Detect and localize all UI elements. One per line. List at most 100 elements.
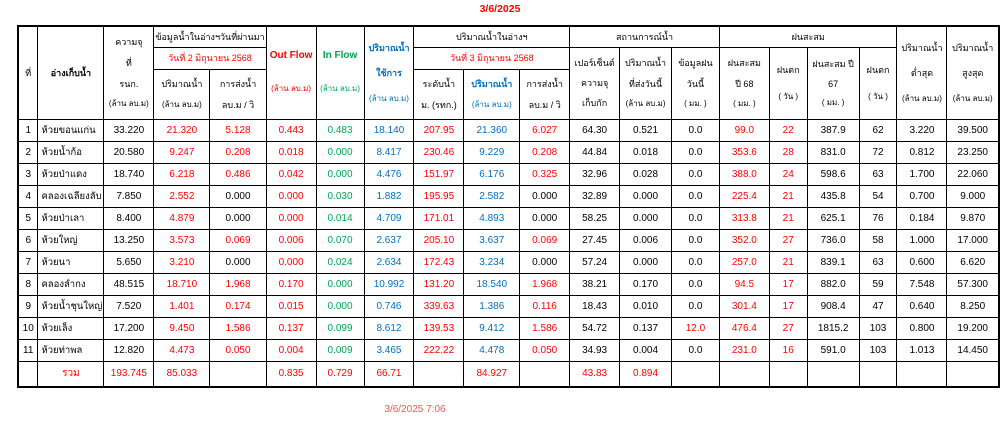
cell-volume-d2: 2.552 xyxy=(153,184,211,208)
cell-reservoir: คลองลำกง xyxy=(37,272,105,296)
cell-rain-67: 839.1 xyxy=(806,250,860,274)
cell-no: 4 xyxy=(17,184,39,208)
cell-discharge-d2: 0.069 xyxy=(209,228,267,252)
cell-capacity: 13.250 xyxy=(103,228,155,252)
cell-rain-67: 598.6 xyxy=(806,162,860,186)
cell-percent: 57.24 xyxy=(569,250,621,274)
total-percent: 43.83 xyxy=(569,360,621,388)
header-line: ปริมาณน้ำ xyxy=(471,79,513,89)
total-volume-d2: 85.033 xyxy=(153,360,211,388)
header-discharge-d3: การส่งน้ำ ลบ.ม / วิ xyxy=(519,68,571,120)
cell-no: 3 xyxy=(17,162,39,186)
table-row: 3 ห้วยป่าแดง 18.740 6.218 0.486 0.042 0.000 4.4… xyxy=(17,162,1000,186)
cell-volume-d2: 4.473 xyxy=(153,338,211,362)
cell-discharge-d2: 1.968 xyxy=(209,272,267,296)
cell-rain-68: 313.8 xyxy=(718,206,770,230)
cell-capacity: 20.580 xyxy=(103,140,155,164)
header-unit: ( มม. ) xyxy=(684,98,707,108)
cell-rain-68: 99.0 xyxy=(718,118,770,142)
cell-volume-d3: 3.637 xyxy=(463,228,521,252)
cell-capacity: 18.740 xyxy=(103,162,155,186)
cell-rain-today: 0.0 xyxy=(671,140,720,164)
cell-rain-67: 435.8 xyxy=(806,184,860,208)
cell-level: 207.95 xyxy=(413,118,465,142)
header-max-volume: ปริมาณน้ำ สูงสุด (ล้าน ลบ.ม) xyxy=(946,25,1000,120)
table-row: 10 ห้วยเล็ง 17.200 9.450 1.586 0.137 0.099 8.61… xyxy=(17,316,1000,340)
cell-volume-d3: 2.582 xyxy=(463,184,521,208)
cell-out-flow: 0.000 xyxy=(265,250,317,274)
header-unit: (ล้าน ลบ.ม) xyxy=(471,100,512,109)
cell-level: 131.20 xyxy=(413,272,465,296)
cell-rain-68: 353.6 xyxy=(718,140,770,164)
cell-discharge-d3: 1.586 xyxy=(519,316,571,340)
cell-percent: 32.96 xyxy=(569,162,621,186)
header-line: In Flow xyxy=(322,50,358,62)
cell-rain-days-68: 24 xyxy=(768,162,808,186)
cell-sent-today: 0.028 xyxy=(619,162,672,186)
cell-reservoir: ห้วยน้ำชุนใหญ่ xyxy=(37,294,105,318)
cell-max-volume: 8.250 xyxy=(946,294,1000,318)
cell-rain-67: 1815.2 xyxy=(806,316,860,340)
cell-rain-today: 0.0 xyxy=(671,228,720,252)
cell-min-volume: 1.700 xyxy=(896,162,948,186)
cell-rain-today: 0.0 xyxy=(671,338,720,362)
table-row: 6 ห้วยใหญ่ 13.250 3.573 0.069 0.006 0.070 2.637… xyxy=(17,228,1000,252)
cell-discharge-d2: 0.000 xyxy=(209,184,267,208)
cell-capacity: 17.200 xyxy=(103,316,155,340)
header-line: ปริมาณน้ำ xyxy=(368,42,410,53)
header-line: ที่ xyxy=(125,57,132,68)
cell-in-flow: 0.000 xyxy=(315,140,365,164)
cell-rain-67: 625.1 xyxy=(806,206,860,230)
cell-volume-d2: 9.247 xyxy=(153,140,211,164)
cell-in-flow: 0.483 xyxy=(315,118,365,142)
cell-volume-d2: 3.210 xyxy=(153,250,211,274)
cell-min-volume: 1.000 xyxy=(896,228,948,252)
header-unit: ( มม. ) xyxy=(733,98,756,108)
header-volume-d3: ปริมาณน้ำ (ล้าน ลบ.ม) xyxy=(463,68,521,120)
header-prev-date: วันที่ 2 มิถุนายน 2568 xyxy=(153,46,267,70)
cell-rain-67: 736.0 xyxy=(806,228,860,252)
header-line: ฝนสะสม ปี xyxy=(812,59,854,70)
cell-rain-68: 301.4 xyxy=(718,294,770,318)
cell-percent: 27.45 xyxy=(569,228,621,252)
cell-level: 171.01 xyxy=(413,206,465,230)
cell-rain-days-68: 17 xyxy=(768,294,808,318)
table-row: 1 ห้วยขอนแก่น 33.220 21.320 5.128 0.443 0.483 1… xyxy=(17,118,1000,142)
header-unit: (ล้าน ลบ.ม) xyxy=(271,84,312,94)
cell-rain-days-68: 16 xyxy=(768,338,808,362)
cell-in-flow: 0.024 xyxy=(315,250,365,274)
cell-discharge-d3: 0.116 xyxy=(519,294,571,318)
header-unit: (ล้าน ลบ.ม) xyxy=(320,84,360,94)
cell-capacity: 7.850 xyxy=(103,184,155,208)
cell-usable: 0.746 xyxy=(363,294,415,318)
total-rain-68 xyxy=(718,360,770,388)
cell-volume-d3: 18.540 xyxy=(463,272,521,296)
cell-reservoir: ห้วยนา xyxy=(37,250,105,274)
cell-rain-today: 0.0 xyxy=(671,206,720,230)
cell-out-flow: 0.015 xyxy=(265,294,317,318)
cell-reservoir: ห้วยขอนแก่น xyxy=(37,118,105,142)
cell-level: 230.46 xyxy=(413,140,465,164)
cell-max-volume: 9.000 xyxy=(946,184,1000,208)
cell-discharge-d2: 0.000 xyxy=(209,250,267,274)
cell-sent-today: 0.521 xyxy=(619,118,672,142)
cell-no: 9 xyxy=(17,294,39,318)
total-no xyxy=(17,360,39,388)
cell-volume-d2: 1.401 xyxy=(153,294,211,318)
cell-volume-d3: 1.386 xyxy=(463,294,521,318)
cell-discharge-d2: 0.174 xyxy=(209,294,267,318)
header-prev-group: ข้อมูลน้ำในอ่างฯวันที่ผ่านมา xyxy=(153,25,267,48)
header-line: สูงสุด xyxy=(962,68,984,79)
header-line: 67 xyxy=(828,78,839,89)
cell-discharge-d3: 0.000 xyxy=(519,184,571,208)
total-out-flow: 0.835 xyxy=(265,360,317,388)
cell-max-volume: 17.000 xyxy=(946,228,1000,252)
cell-capacity: 5.650 xyxy=(103,250,155,274)
cell-min-volume: 0.800 xyxy=(896,316,948,340)
header-unit: (ล้าน ลบ.ม) xyxy=(108,99,149,109)
header-line: ต่ำสุด xyxy=(910,68,934,79)
header-current-date: วันที่ 3 มิถุนายน 2568 xyxy=(413,46,571,70)
table-row: 9 ห้วยน้ำชุนใหญ่ 7.520 1.401 0.174 0.015 0.000… xyxy=(17,294,1000,318)
cell-rain-today: 0.0 xyxy=(671,184,720,208)
total-rain-days-68 xyxy=(768,360,808,388)
